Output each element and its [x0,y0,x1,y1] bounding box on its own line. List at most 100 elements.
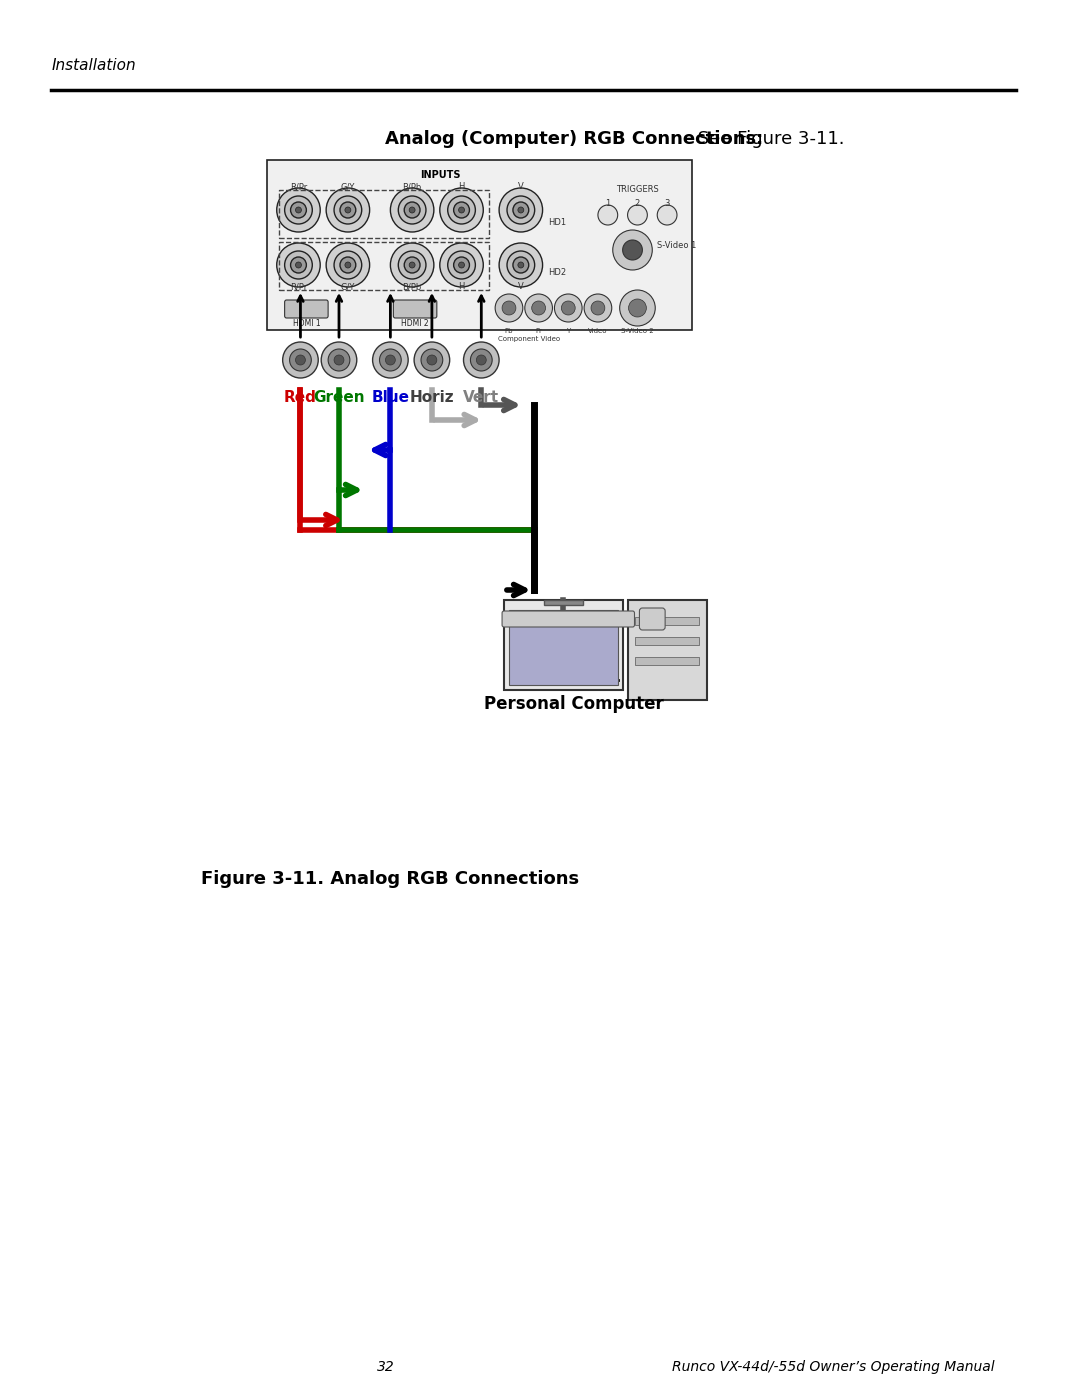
Text: HDMI 1: HDMI 1 [293,319,320,327]
Circle shape [454,203,470,218]
Circle shape [459,263,464,268]
Circle shape [285,251,312,279]
Text: Installation: Installation [52,59,136,73]
Circle shape [399,251,426,279]
Text: 2: 2 [635,198,640,208]
Circle shape [518,263,524,268]
Text: 32: 32 [377,1361,394,1375]
Text: Vert: Vert [463,390,499,405]
FancyBboxPatch shape [502,610,634,627]
Circle shape [285,196,312,224]
Circle shape [296,355,306,365]
Bar [279,190,489,237]
Bar [635,617,699,624]
Circle shape [525,293,553,321]
Circle shape [421,349,443,372]
Circle shape [296,207,301,212]
Text: Component Video: Component Video [498,337,559,342]
Bar [509,610,618,685]
Circle shape [448,251,475,279]
FancyBboxPatch shape [393,300,436,319]
Bar [504,599,623,690]
Text: HD2: HD2 [549,268,567,277]
Text: TRIGGERS: TRIGGERS [616,184,659,194]
Bar [279,242,489,291]
Circle shape [459,207,464,212]
Circle shape [296,263,301,268]
Circle shape [471,349,492,372]
Circle shape [629,299,646,317]
Text: Video: Video [589,328,608,334]
Circle shape [289,349,311,372]
Circle shape [373,342,408,379]
Circle shape [326,189,369,232]
Circle shape [390,189,434,232]
Circle shape [321,342,356,379]
Circle shape [448,196,475,224]
Circle shape [499,243,542,286]
FancyBboxPatch shape [639,608,665,630]
Text: See Figure 3-11.: See Figure 3-11. [692,130,845,148]
Circle shape [495,293,523,321]
Circle shape [476,355,486,365]
Text: R/Pr: R/Pr [289,182,307,191]
Circle shape [454,257,470,272]
FancyBboxPatch shape [285,300,328,319]
Circle shape [334,251,362,279]
Circle shape [531,300,545,314]
Circle shape [386,355,395,365]
Text: 3: 3 [664,198,670,208]
Bar [627,599,706,700]
Circle shape [518,207,524,212]
Bar [635,657,699,665]
Circle shape [414,342,449,379]
Circle shape [620,291,656,326]
Text: Green: Green [313,390,365,405]
Text: 1: 1 [605,198,610,208]
Circle shape [291,203,307,218]
Bar [267,161,692,330]
Circle shape [627,205,647,225]
Circle shape [340,257,355,272]
Text: Figure 3-11. Analog RGB Connections: Figure 3-11. Analog RGB Connections [201,870,580,888]
Circle shape [598,205,618,225]
Circle shape [340,203,355,218]
Bar [635,637,699,645]
Text: S-Video 1: S-Video 1 [658,240,697,250]
Text: HD1: HD1 [549,218,567,226]
Text: INPUTS: INPUTS [420,170,460,180]
Circle shape [502,300,516,314]
Text: Runco VX-44d/-55d Owner’s Operating Manual: Runco VX-44d/-55d Owner’s Operating Manu… [672,1361,995,1375]
Circle shape [276,243,320,286]
Circle shape [379,349,402,372]
Circle shape [507,251,535,279]
Text: S-Video 2: S-Video 2 [621,328,653,334]
Circle shape [658,205,677,225]
Circle shape [404,203,420,218]
Circle shape [334,196,362,224]
Circle shape [291,257,307,272]
Text: R/Pr: R/Pr [289,282,307,291]
Circle shape [283,342,319,379]
Circle shape [326,243,369,286]
Circle shape [562,300,576,314]
Text: H: H [458,182,464,191]
Text: Analog (Computer) RGB Connections:: Analog (Computer) RGB Connections: [386,130,764,148]
Circle shape [409,263,415,268]
Text: B/Pb: B/Pb [403,282,422,291]
Circle shape [399,196,426,224]
Circle shape [345,207,351,212]
Text: HDMI 2: HDMI 2 [402,319,429,327]
Circle shape [440,189,483,232]
Text: H: H [458,282,464,291]
Circle shape [440,243,483,286]
Text: Horiz: Horiz [409,390,455,405]
Text: V: V [518,182,524,191]
Circle shape [334,355,343,365]
Circle shape [612,231,652,270]
Text: G/Y: G/Y [340,282,355,291]
Circle shape [390,243,434,286]
Circle shape [427,355,436,365]
Circle shape [463,342,499,379]
Text: Pr: Pr [536,328,542,334]
